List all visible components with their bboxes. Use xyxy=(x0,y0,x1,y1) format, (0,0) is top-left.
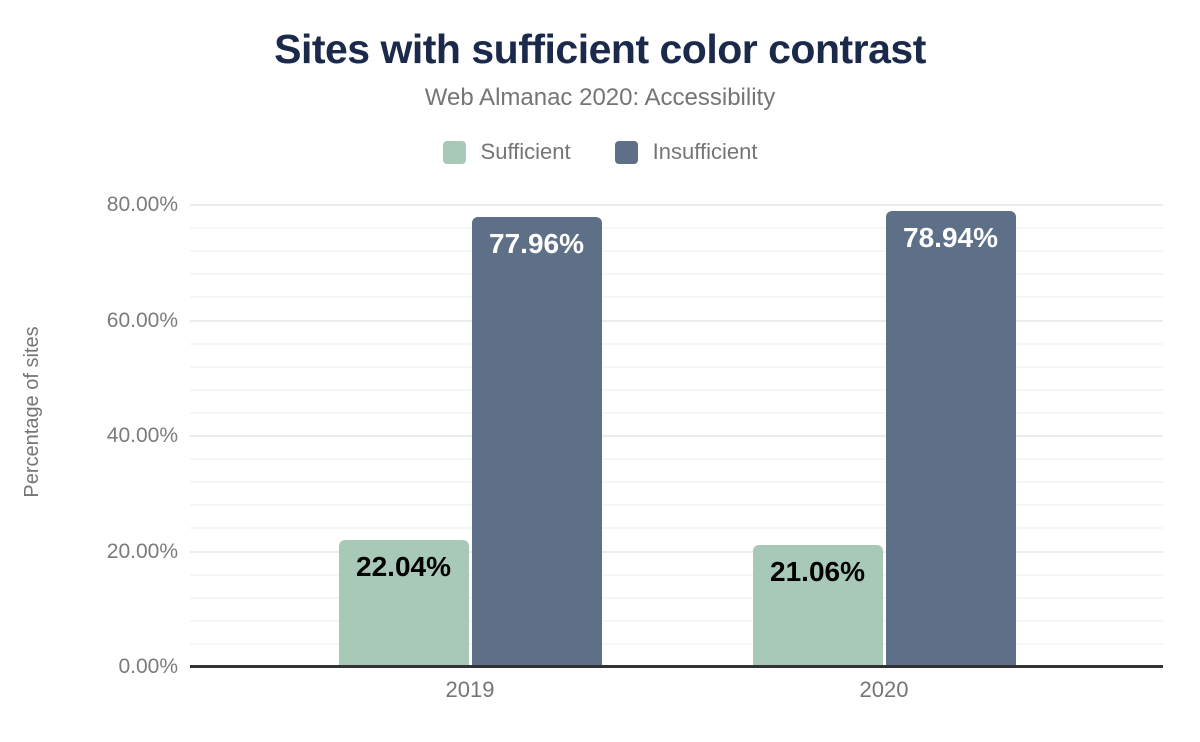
bar-value-label: 22.04% xyxy=(356,550,451,582)
major-gridline xyxy=(190,435,1163,437)
bar-2020-sufficient: 21.06% xyxy=(752,545,883,667)
x-axis-label-2020: 2020 xyxy=(859,677,909,702)
minor-gridline xyxy=(190,250,1163,253)
x-axis-line xyxy=(190,665,1163,668)
legend-swatch-icon xyxy=(442,140,466,164)
minor-gridline xyxy=(190,365,1163,368)
minor-gridline xyxy=(190,227,1163,230)
major-gridline xyxy=(190,550,1163,553)
minor-gridline xyxy=(190,342,1163,345)
y-tick-label: 60.00% xyxy=(106,308,178,332)
minor-gridline xyxy=(190,504,1163,507)
y-tick-label: 80.00% xyxy=(106,193,178,216)
y-tick-label: 40.00% xyxy=(106,424,178,447)
major-gridline xyxy=(190,319,1163,322)
legend-label: Insufficient xyxy=(652,139,758,164)
legend-swatch-icon xyxy=(614,140,638,164)
legend: Sufficient Insufficient xyxy=(0,139,1200,165)
minor-gridline xyxy=(190,573,1163,576)
y-axis-title: Percentage of sites xyxy=(21,326,43,498)
bar-value-label: 77.96% xyxy=(489,227,584,259)
y-tick-label: 20.00% xyxy=(106,539,178,563)
minor-gridline xyxy=(190,388,1163,391)
legend-label: Sufficient xyxy=(480,139,571,164)
bar-value-label: 78.94% xyxy=(903,222,998,254)
minor-gridline xyxy=(190,273,1163,276)
minor-gridline xyxy=(190,596,1163,599)
chart-title: Sites with sufficient color contrast xyxy=(274,26,926,72)
minor-gridline xyxy=(190,296,1163,299)
minor-gridline xyxy=(190,642,1163,645)
legend-item-insufficient: Insufficient xyxy=(614,139,758,165)
bar-2019-insufficient: 77.96% xyxy=(471,216,602,667)
minor-gridline xyxy=(190,458,1163,461)
major-gridline xyxy=(190,204,1163,206)
bar-2019-sufficient: 22.04% xyxy=(338,539,469,667)
x-axis-label-2019: 2019 xyxy=(445,677,495,702)
chart-subtitle: Web Almanac 2020: Accessibility xyxy=(424,84,776,111)
bar-value-label: 21.06% xyxy=(770,556,865,588)
legend-item-sufficient: Sufficient xyxy=(442,139,571,165)
minor-gridline xyxy=(190,411,1163,414)
y-tick-label: 0.00% xyxy=(118,655,178,678)
minor-gridline xyxy=(190,527,1163,530)
minor-gridline xyxy=(190,481,1163,484)
minor-gridline xyxy=(190,619,1163,622)
bar-2020-insufficient: 78.94% xyxy=(885,211,1016,667)
